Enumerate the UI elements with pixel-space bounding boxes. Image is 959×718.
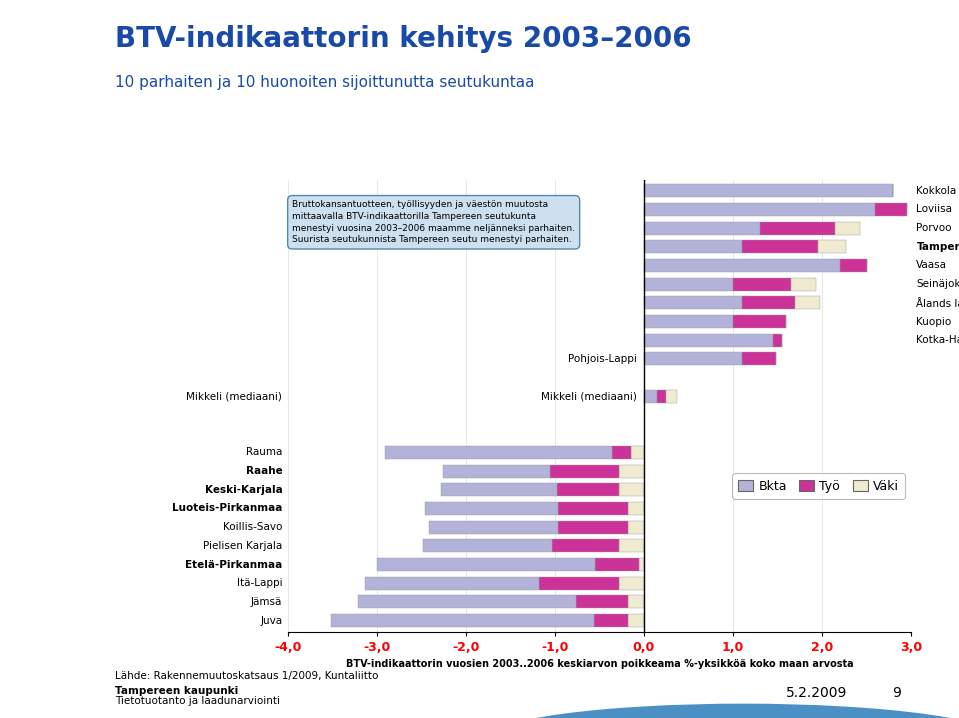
Text: Loviisa: Loviisa bbox=[917, 205, 952, 215]
Bar bbox=[643, 259, 840, 272]
Bar bbox=[643, 241, 742, 253]
X-axis label: BTV-indikaattorin vuosien 2003..2006 keskiarvon poikkeama %-yksikköä koko maan a: BTV-indikaattorin vuosien 2003..2006 kes… bbox=[345, 659, 854, 669]
Bar bbox=[643, 278, 733, 291]
Text: Tietotuotanto ja laadunarviointi: Tietotuotanto ja laadunarviointi bbox=[115, 696, 280, 707]
Bar bbox=[628, 521, 643, 533]
Bar bbox=[576, 595, 628, 608]
Bar bbox=[643, 203, 876, 216]
Text: 9: 9 bbox=[892, 686, 901, 699]
Text: 5.2.2009: 5.2.2009 bbox=[786, 686, 848, 699]
Text: Raahe: Raahe bbox=[246, 466, 282, 476]
Bar bbox=[643, 334, 773, 347]
Bar bbox=[817, 241, 846, 253]
Bar bbox=[612, 446, 631, 459]
Text: 10 parhaiten ja 10 huonoiten sijoittunutta seutukuntaa: 10 parhaiten ja 10 huonoiten sijoittunut… bbox=[115, 75, 534, 90]
Text: Kuopio: Kuopio bbox=[917, 317, 951, 327]
Text: BTV-indikaattorin kehitys 2003–2006: BTV-indikaattorin kehitys 2003–2006 bbox=[115, 25, 691, 53]
Bar bbox=[558, 502, 628, 515]
Bar bbox=[385, 446, 612, 459]
Text: Luoteis-Pirkanmaa: Luoteis-Pirkanmaa bbox=[172, 503, 282, 513]
Bar bbox=[628, 614, 643, 627]
Bar bbox=[840, 259, 867, 272]
Text: Vaasa: Vaasa bbox=[917, 261, 947, 271]
Bar bbox=[552, 539, 619, 552]
Bar bbox=[733, 278, 791, 291]
Bar bbox=[550, 465, 619, 477]
Text: Kotka-Hamina: Kotka-Hamina bbox=[917, 335, 959, 345]
Bar bbox=[742, 297, 795, 309]
Text: Etelä-Pirkanmaa: Etelä-Pirkanmaa bbox=[185, 559, 282, 569]
Bar bbox=[430, 521, 558, 533]
Bar bbox=[425, 502, 558, 515]
Bar bbox=[643, 315, 733, 328]
Bar bbox=[628, 595, 643, 608]
Bar bbox=[742, 241, 817, 253]
Bar bbox=[423, 539, 552, 552]
Legend: Bkta, Työ, Väki: Bkta, Työ, Väki bbox=[732, 473, 904, 499]
Bar bbox=[365, 577, 539, 589]
Text: Tampereen kaupunki: Tampereen kaupunki bbox=[115, 686, 239, 696]
Text: Pielisen Karjala: Pielisen Karjala bbox=[203, 541, 282, 551]
Bar bbox=[441, 483, 556, 496]
Bar bbox=[876, 203, 906, 216]
Text: Seinäjoki: Seinäjoki bbox=[917, 279, 959, 289]
Text: Jämsä: Jämsä bbox=[251, 597, 282, 607]
Bar bbox=[795, 297, 820, 309]
Bar bbox=[643, 222, 760, 235]
Text: Mikkeli (mediaani): Mikkeli (mediaani) bbox=[186, 391, 282, 401]
Text: Porvoo: Porvoo bbox=[917, 223, 952, 233]
Text: Mikkeli (mediaani): Mikkeli (mediaani) bbox=[541, 391, 637, 401]
Bar bbox=[358, 595, 576, 608]
Bar bbox=[631, 446, 643, 459]
Bar bbox=[733, 315, 786, 328]
Bar bbox=[643, 297, 742, 309]
Bar bbox=[539, 577, 619, 589]
Bar bbox=[835, 222, 860, 235]
Bar bbox=[643, 353, 742, 365]
Bar bbox=[640, 558, 643, 571]
Bar bbox=[619, 577, 643, 589]
Bar bbox=[331, 614, 594, 627]
Bar bbox=[594, 614, 628, 627]
Text: Juva: Juva bbox=[260, 615, 282, 625]
Bar bbox=[619, 483, 643, 496]
Bar bbox=[377, 558, 595, 571]
Bar bbox=[657, 390, 667, 403]
Bar bbox=[619, 465, 643, 477]
Bar bbox=[760, 222, 835, 235]
Bar bbox=[643, 185, 893, 197]
Bar bbox=[595, 558, 640, 571]
Text: Ålands landsbygd: Ålands landsbygd bbox=[917, 297, 959, 309]
Bar bbox=[667, 390, 677, 403]
Bar bbox=[742, 353, 776, 365]
Bar bbox=[628, 502, 643, 515]
Bar bbox=[619, 539, 643, 552]
Text: Kokkola: Kokkola bbox=[917, 186, 957, 196]
Bar bbox=[556, 483, 619, 496]
Bar bbox=[643, 390, 657, 403]
Text: Itä-Lappi: Itä-Lappi bbox=[237, 578, 282, 588]
Text: Pohjois-Lappi: Pohjois-Lappi bbox=[568, 354, 637, 364]
Text: Rauma: Rauma bbox=[246, 447, 282, 457]
Text: Bruttokansantuotteen, työllisyyden ja väestön muutosta
mittaavalla BTV-indikaatt: Bruttokansantuotteen, työllisyyden ja vä… bbox=[292, 200, 575, 244]
Text: Keski-Karjala: Keski-Karjala bbox=[204, 485, 282, 495]
Bar bbox=[791, 278, 816, 291]
Text: Tampere: Tampere bbox=[917, 242, 959, 252]
Bar bbox=[773, 334, 782, 347]
Bar bbox=[443, 465, 550, 477]
Text: Lähde: Rakennemuutoskatsaus 1/2009, Kuntaliitto: Lähde: Rakennemuutoskatsaus 1/2009, Kunt… bbox=[115, 671, 379, 681]
Text: Koillis-Savo: Koillis-Savo bbox=[223, 522, 282, 532]
Ellipse shape bbox=[484, 704, 959, 718]
Bar bbox=[558, 521, 628, 533]
